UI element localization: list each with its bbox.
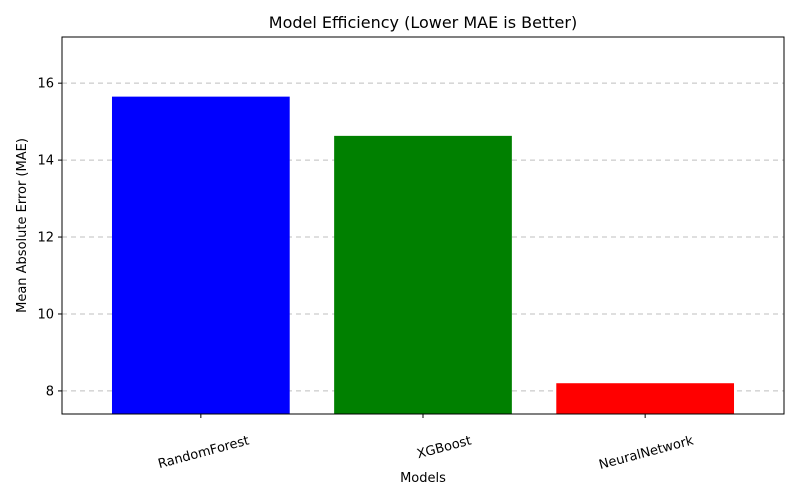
y-tick-label: 10 [37,307,54,322]
bar-neuralnetwork [556,383,735,414]
bar-randomforest [111,96,290,414]
chart-title: Model Efficiency (Lower MAE is Better) [269,13,577,32]
y-tick-label: 8 [46,384,54,399]
y-axis-label: Mean Absolute Error (MAE) [15,138,30,313]
bar-xgboost [334,135,512,414]
x-axis-label: Models [400,471,446,486]
y-tick-label: 12 [37,231,54,246]
y-axis-ticks: 8 10 12 14 16 [37,77,62,399]
y-tick-label: 16 [37,77,54,92]
bars [111,96,735,414]
y-tick-label: 14 [37,154,54,169]
